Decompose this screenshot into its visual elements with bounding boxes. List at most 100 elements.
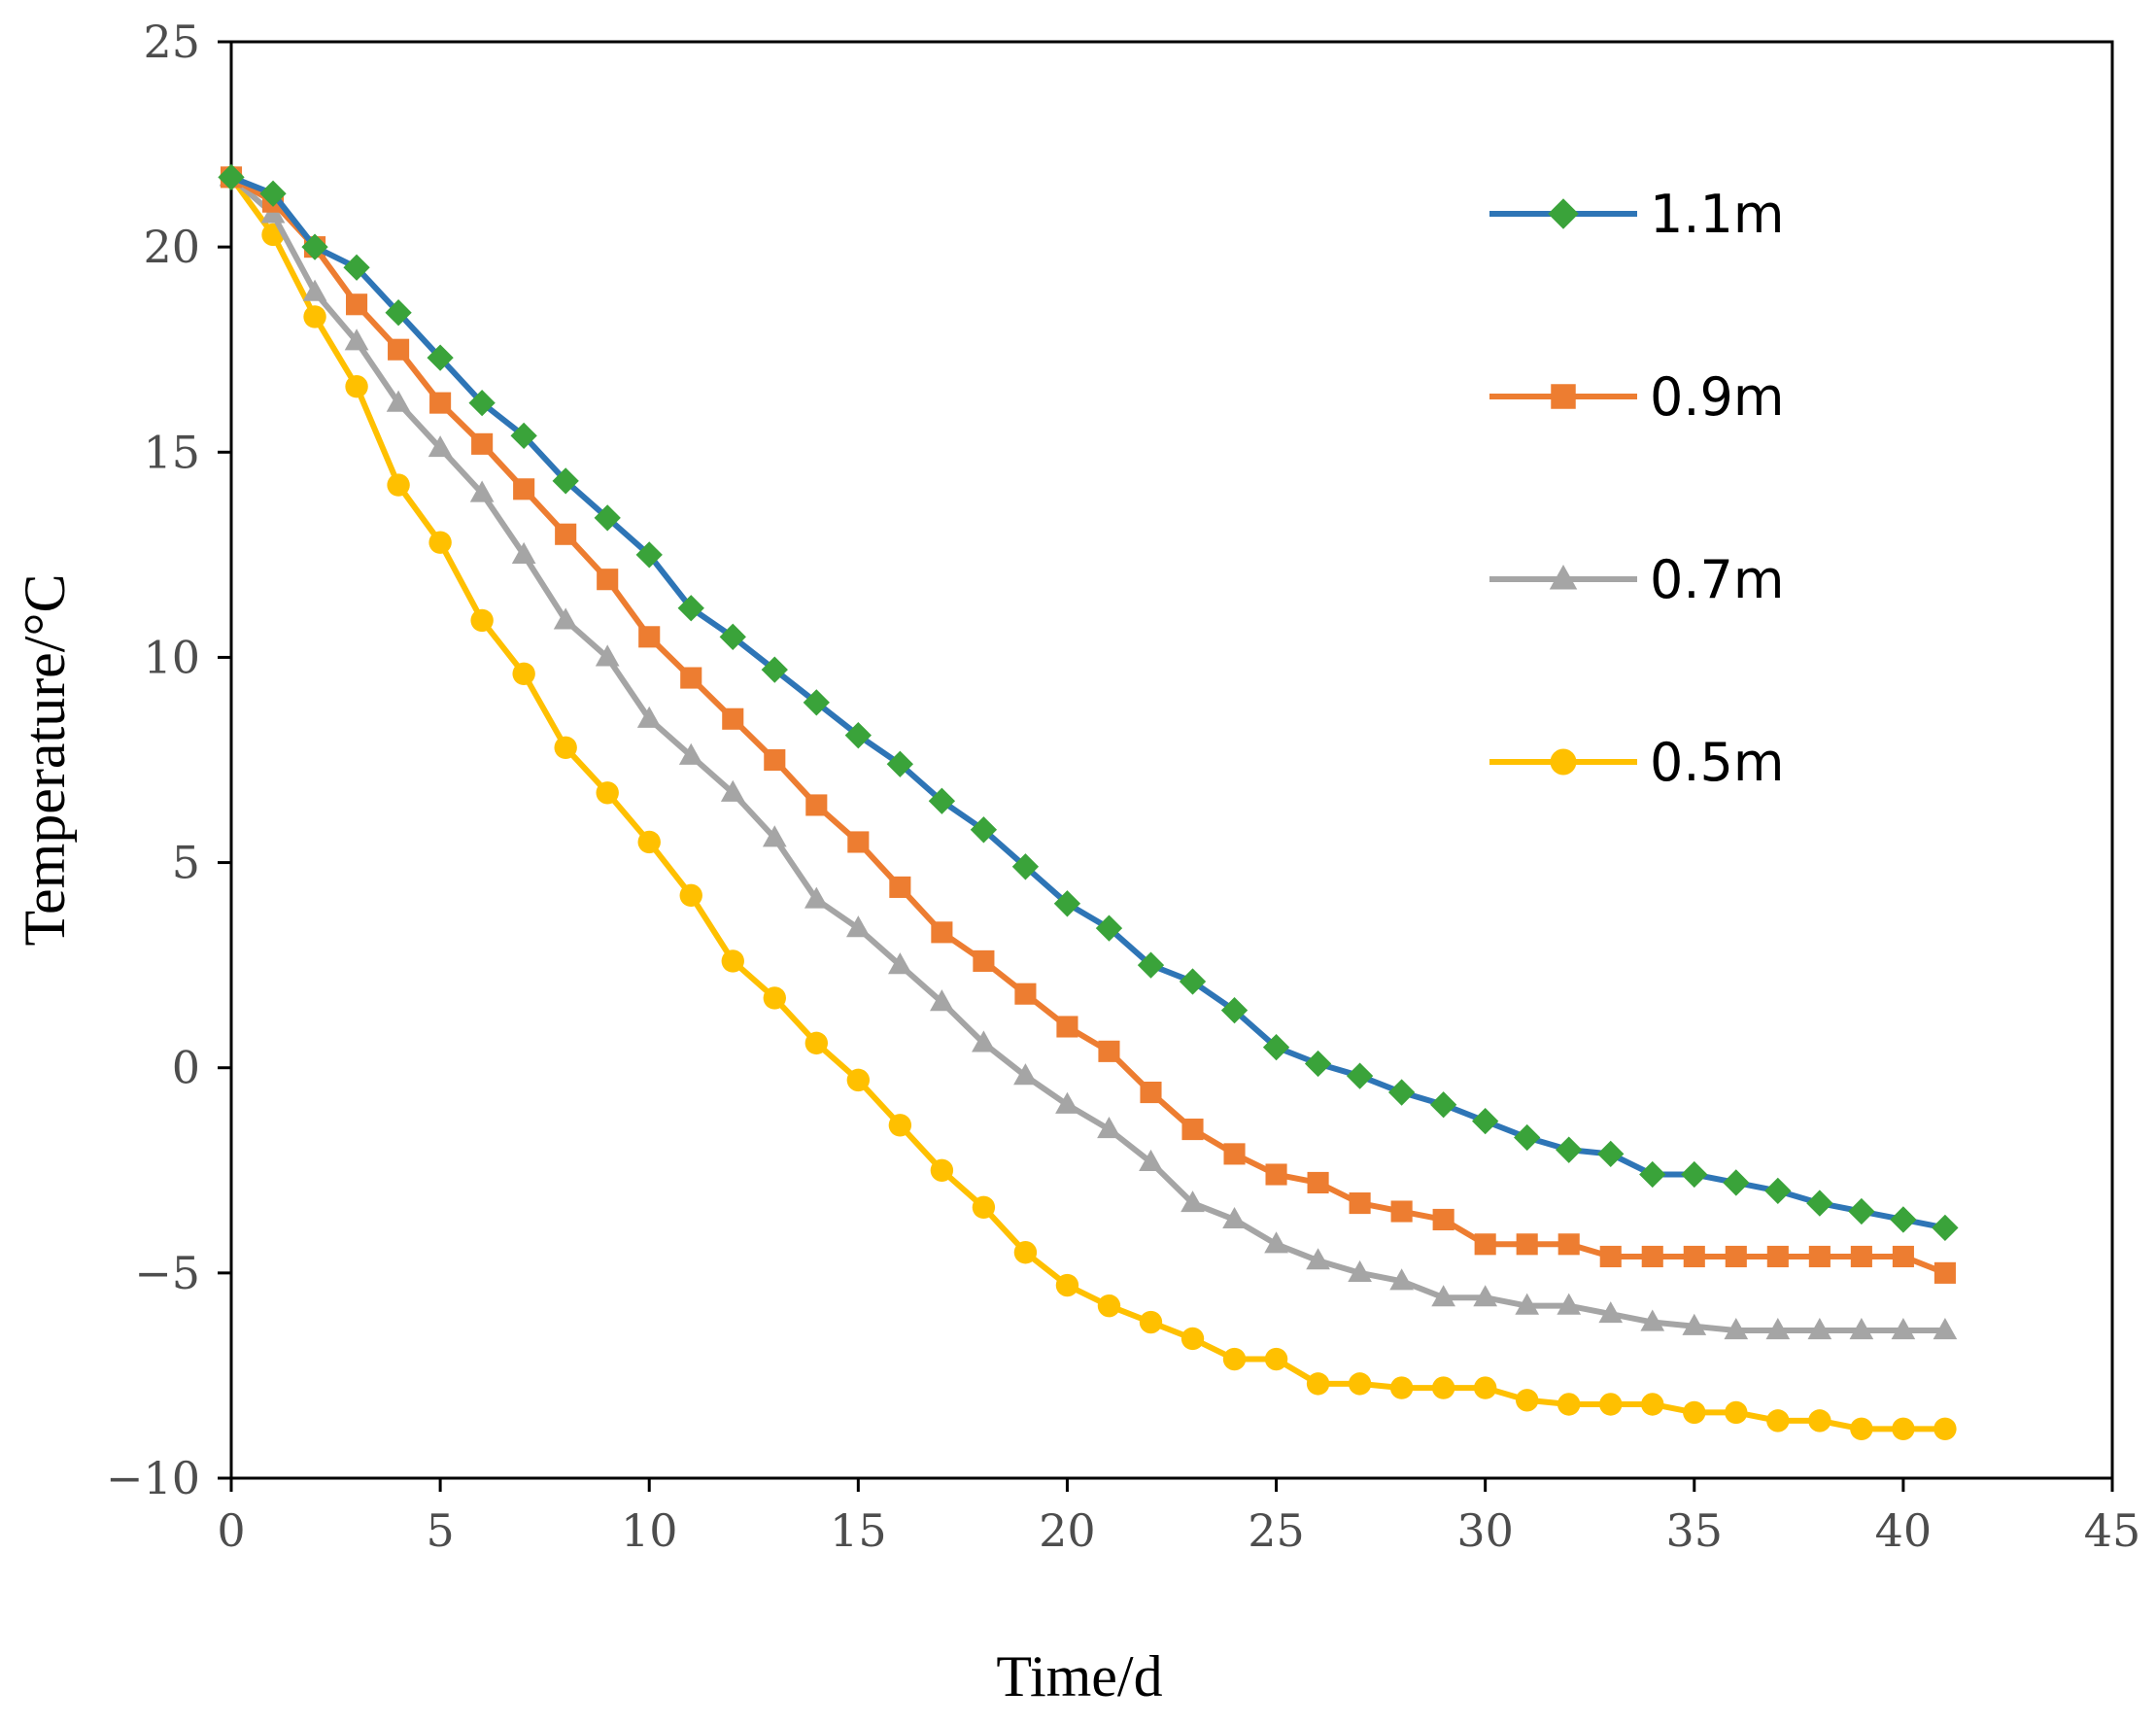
data-point bbox=[1766, 1409, 1790, 1432]
data-point bbox=[1432, 1208, 1454, 1231]
data-point bbox=[468, 389, 496, 417]
data-point bbox=[1431, 1285, 1455, 1307]
data-point bbox=[721, 949, 744, 973]
data-point bbox=[1932, 1214, 1959, 1242]
legend-label: 0.5m bbox=[1650, 732, 1784, 793]
x-tick-label: 5 bbox=[426, 1504, 454, 1557]
data-point bbox=[1683, 1245, 1705, 1268]
data-point bbox=[1013, 1063, 1038, 1086]
data-point bbox=[635, 541, 663, 569]
data-point bbox=[1181, 1327, 1205, 1351]
data-point bbox=[346, 293, 368, 316]
data-point bbox=[1808, 1245, 1831, 1268]
data-point bbox=[680, 667, 702, 689]
data-point bbox=[1850, 1245, 1872, 1268]
data-point bbox=[1013, 1241, 1038, 1264]
data-point bbox=[1683, 1400, 1706, 1425]
data-point bbox=[1264, 1231, 1288, 1254]
data-point bbox=[595, 644, 620, 667]
data-point bbox=[1515, 1293, 1540, 1315]
data-point bbox=[302, 279, 327, 301]
data-point bbox=[1850, 1417, 1873, 1441]
data-point bbox=[552, 467, 579, 495]
data-point bbox=[844, 722, 872, 749]
x-tick-label: 35 bbox=[1666, 1504, 1724, 1557]
data-point bbox=[763, 986, 786, 1010]
data-point bbox=[762, 825, 787, 847]
legend-marker bbox=[1548, 198, 1579, 229]
data-point bbox=[928, 787, 956, 814]
data-point bbox=[1557, 1233, 1580, 1256]
y-axis-title: Temperature/°C bbox=[13, 574, 77, 947]
data-point bbox=[677, 595, 704, 622]
data-point bbox=[1764, 1177, 1792, 1205]
y-tick-label: −10 bbox=[106, 1452, 200, 1504]
data-point bbox=[1681, 1160, 1708, 1189]
data-point bbox=[1349, 1192, 1371, 1215]
data-point bbox=[513, 478, 535, 500]
data-point bbox=[1222, 1206, 1247, 1229]
data-point bbox=[679, 883, 702, 908]
data-point bbox=[1934, 1417, 1957, 1441]
data-point bbox=[1556, 1136, 1583, 1163]
legend-item: 0.7m bbox=[1489, 549, 1784, 610]
data-point bbox=[972, 1195, 996, 1219]
data-point bbox=[1474, 1233, 1496, 1256]
data-point bbox=[1053, 890, 1081, 917]
data-point bbox=[597, 569, 619, 591]
data-point bbox=[1011, 853, 1040, 880]
y-tick-label: 5 bbox=[172, 837, 200, 889]
data-point bbox=[388, 338, 410, 361]
legend-item: 0.9m bbox=[1489, 366, 1784, 428]
legend-label: 1.1m bbox=[1650, 184, 1784, 245]
data-point bbox=[888, 1114, 912, 1137]
data-point bbox=[764, 748, 786, 772]
data-point bbox=[1597, 1140, 1625, 1168]
data-point bbox=[1472, 1107, 1499, 1135]
data-point bbox=[1725, 1245, 1747, 1268]
data-point bbox=[512, 662, 535, 686]
data-point bbox=[510, 422, 537, 450]
data-point bbox=[1724, 1317, 1749, 1340]
data-point bbox=[1307, 1171, 1329, 1194]
data-point bbox=[1682, 1313, 1707, 1335]
data-point bbox=[1348, 1372, 1372, 1396]
data-point bbox=[1098, 1040, 1120, 1062]
data-point bbox=[1599, 1393, 1623, 1416]
data-point bbox=[1223, 1143, 1246, 1165]
legend-marker bbox=[1549, 565, 1578, 590]
data-point bbox=[1139, 1149, 1163, 1171]
data-point bbox=[1641, 1393, 1664, 1416]
data-point bbox=[847, 831, 870, 853]
data-point bbox=[1808, 1409, 1831, 1432]
x-tick-label: 0 bbox=[217, 1504, 245, 1557]
data-point bbox=[1557, 1393, 1581, 1416]
data-point bbox=[931, 921, 953, 944]
y-tick-label: 25 bbox=[143, 16, 200, 68]
legend-label: 0.7m bbox=[1650, 549, 1784, 610]
data-point bbox=[803, 689, 830, 716]
y-tick-label: 0 bbox=[172, 1042, 200, 1094]
data-point bbox=[1516, 1233, 1538, 1256]
data-point bbox=[1639, 1160, 1666, 1189]
data-point bbox=[720, 779, 745, 802]
data-point bbox=[1765, 1317, 1791, 1340]
data-point bbox=[1140, 1082, 1162, 1104]
data-point bbox=[1056, 1016, 1078, 1038]
data-point bbox=[1346, 1062, 1374, 1089]
data-point bbox=[636, 706, 662, 728]
data-point bbox=[1429, 1091, 1457, 1119]
plot-area bbox=[229, 40, 2114, 1480]
data-point bbox=[1306, 1248, 1330, 1270]
data-point bbox=[470, 608, 494, 633]
data-point bbox=[1892, 1245, 1914, 1268]
y-tick-label: 10 bbox=[143, 631, 200, 683]
data-point bbox=[596, 781, 619, 805]
data-point bbox=[1389, 1268, 1414, 1291]
data-point bbox=[1891, 1317, 1916, 1340]
data-point bbox=[428, 435, 453, 458]
data-point bbox=[1806, 1190, 1833, 1217]
data-point bbox=[218, 163, 245, 191]
data-point bbox=[303, 305, 326, 328]
